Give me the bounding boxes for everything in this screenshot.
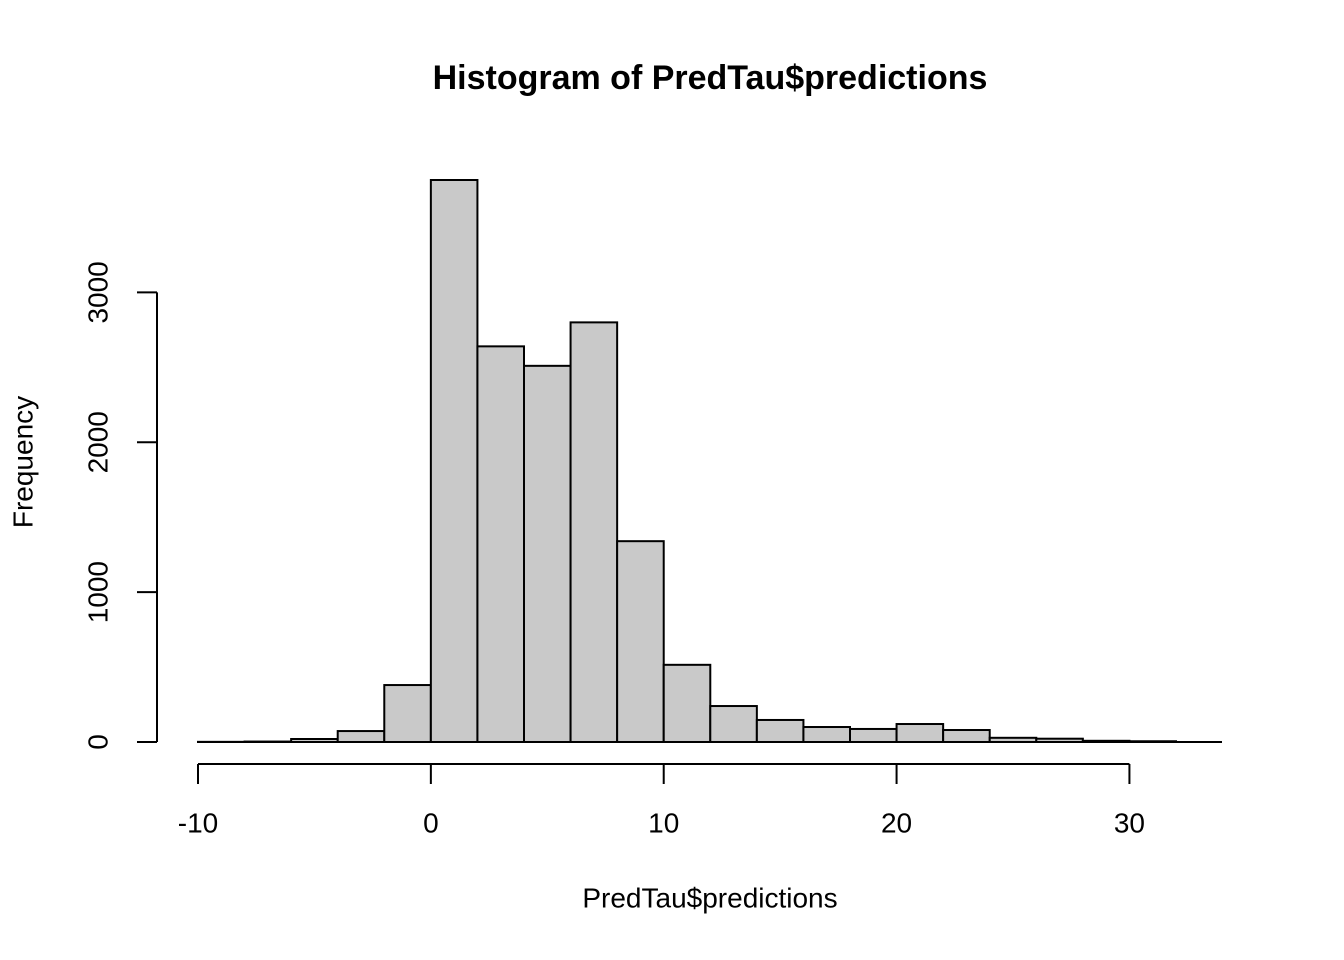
y-tick-label: 1000 — [82, 561, 113, 623]
x-tick-label: 0 — [423, 807, 439, 838]
bar — [942, 729, 991, 744]
bar — [336, 730, 386, 744]
bar — [895, 723, 945, 743]
bar — [662, 663, 712, 743]
bar — [383, 684, 432, 743]
x-axis-label: PredTau$predictions — [582, 882, 837, 913]
x-tick-label: -10 — [178, 807, 218, 838]
x-tick-label: 30 — [1114, 807, 1145, 838]
bar — [802, 726, 852, 743]
x-tick-label: 10 — [648, 807, 679, 838]
y-tick-label: 2000 — [82, 411, 113, 473]
y-tick-label: 3000 — [82, 261, 113, 323]
bar — [709, 705, 758, 743]
bar — [755, 718, 805, 744]
bar — [569, 321, 619, 743]
bar — [429, 179, 479, 743]
y-axis-label: Frequency — [7, 396, 38, 528]
chart-title: Histogram of PredTau$predictions — [433, 59, 988, 97]
bar — [523, 364, 572, 743]
x-tick-label: 20 — [881, 807, 912, 838]
bar — [849, 727, 898, 744]
y-tick-label: 0 — [82, 734, 113, 750]
bar — [616, 540, 665, 743]
bar — [476, 345, 525, 743]
